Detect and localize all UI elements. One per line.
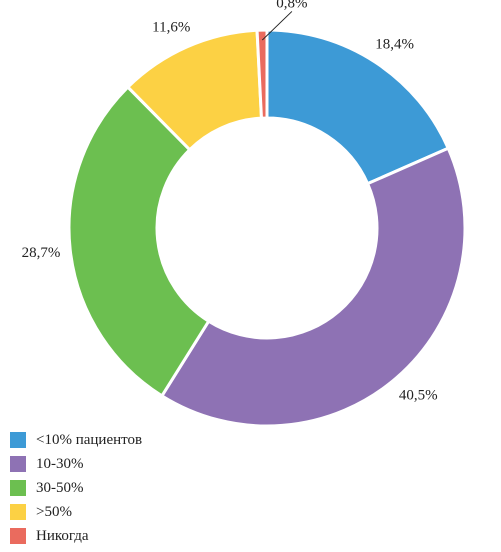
legend-item-lt10: <10% пациентов xyxy=(10,428,142,452)
slice-lt10 xyxy=(265,28,451,186)
data-label-30-50: 28,7% xyxy=(22,245,61,261)
legend-label-lt10: <10% пациентов xyxy=(36,431,143,448)
data-label-10-30: 40,5% xyxy=(399,387,438,403)
slices-group xyxy=(67,28,467,428)
legend-swatch-10-30 xyxy=(10,456,26,472)
slice-never xyxy=(255,28,269,120)
data-label-lt10: 18,4% xyxy=(375,37,414,53)
legend-label-30-50: 30-50% xyxy=(36,479,84,496)
legend-label-never: Никогда xyxy=(36,527,89,544)
legend-swatch-gt50 xyxy=(10,504,26,520)
legend: <10% пациентов 10-30% 30-50% >50% Никогд… xyxy=(10,428,142,548)
data-label-never: 0,8% xyxy=(276,0,307,11)
legend-item-10-30: 10-30% xyxy=(10,452,142,476)
leader-line-never xyxy=(261,11,293,41)
slice-10-30 xyxy=(159,146,467,428)
labels-group: 18,4% 40,5% 28,7% 11,6% 0,8% xyxy=(22,0,438,403)
legend-swatch-never xyxy=(10,528,26,544)
data-label-gt50: 11,6% xyxy=(152,20,190,36)
legend-label-gt50: >50% xyxy=(36,503,72,520)
legend-label-10-30: 10-30% xyxy=(36,455,84,472)
slice-30-50 xyxy=(67,84,211,398)
legend-item-never: Никогда xyxy=(10,524,142,548)
legend-item-gt50: >50% xyxy=(10,500,142,524)
legend-item-30-50: 30-50% xyxy=(10,476,142,500)
legend-swatch-lt10 xyxy=(10,432,26,448)
legend-swatch-30-50 xyxy=(10,480,26,496)
